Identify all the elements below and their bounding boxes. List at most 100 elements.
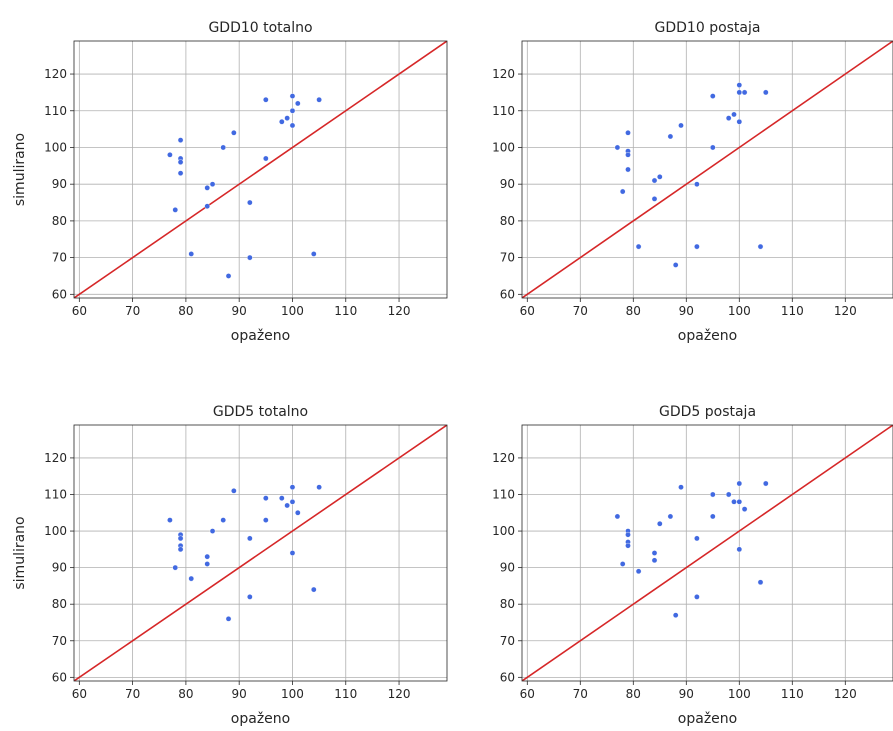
data-point: [289, 484, 296, 490]
x-tick-label: 90: [232, 304, 247, 318]
y-tick-label: 110: [44, 487, 67, 501]
x-tick-label: 100: [281, 687, 304, 701]
data-point: [635, 568, 642, 575]
data-point: [736, 480, 743, 487]
data-point: [736, 89, 743, 96]
y-tick-label: 60: [500, 670, 515, 684]
data-point: [667, 133, 674, 140]
data-point: [177, 170, 184, 176]
data-point: [763, 89, 769, 96]
y-tick-label: 100: [44, 524, 67, 538]
data-point: [757, 579, 764, 586]
data-point: [172, 564, 179, 571]
data-point: [279, 495, 285, 501]
data-point: [284, 502, 290, 509]
data-point: [225, 616, 232, 622]
data-point: [736, 546, 743, 553]
data-point: [625, 166, 631, 173]
y-tick-label: 80: [500, 214, 515, 228]
data-point: [694, 535, 700, 542]
y-tick-label: 110: [44, 104, 67, 118]
chart-title: GDD5 postaja: [659, 404, 756, 420]
data-point: [614, 144, 621, 151]
x-tick-label: 120: [834, 687, 857, 701]
y-tick-label: 70: [500, 634, 515, 648]
x-tick-label: 70: [125, 687, 140, 701]
y-axis-label: simulirano: [12, 516, 28, 589]
chart-title: GDD5 totalno: [213, 404, 308, 420]
y-tick-label: 80: [52, 597, 67, 611]
y-tick-label: 70: [52, 251, 67, 265]
x-tick-label: 90: [679, 687, 694, 701]
data-point: [731, 111, 737, 118]
data-point: [310, 251, 317, 257]
x-tick-label: 90: [232, 687, 247, 701]
reference-line: [522, 425, 893, 681]
y-tick-label: 90: [52, 177, 67, 191]
y-tick-label: 60: [52, 670, 67, 684]
data-point: [167, 152, 173, 158]
y-tick-label: 70: [500, 251, 515, 265]
subplot-3: 60 70 80 90 100 110 120 60 70 80 90 100 110 120 GDD5 t…: [12, 404, 448, 727]
x-tick-label: 100: [728, 687, 751, 701]
x-tick-label: 70: [573, 687, 588, 701]
subplot-4: 60 70 80 90 100 110 120 60 70 80 90 100 110 120 GDD5 p…: [492, 404, 893, 727]
y-tick-label: 120: [44, 451, 67, 465]
chart-title: GDD10 postaja: [655, 20, 761, 36]
reference-line: [74, 425, 447, 681]
x-axis-label: opaženo: [231, 711, 290, 727]
data-point: [619, 188, 626, 195]
data-point: [220, 144, 226, 151]
data-point: [757, 243, 764, 250]
y-tick-label: 90: [500, 177, 515, 191]
data-point: [209, 181, 216, 187]
data-point: [672, 612, 679, 618]
data-point: [225, 273, 232, 279]
data-point: [694, 594, 700, 600]
y-tick-label: 110: [492, 487, 515, 501]
x-tick-label: 80: [178, 304, 193, 318]
data-point: [625, 542, 631, 549]
data-point: [678, 122, 684, 129]
data-point: [310, 586, 317, 593]
data-point: [204, 185, 211, 191]
data-point: [625, 531, 631, 538]
data-point: [725, 491, 732, 498]
data-point: [247, 199, 253, 206]
data-point: [625, 129, 631, 136]
x-tick-label: 70: [573, 304, 588, 318]
data-point: [725, 115, 732, 121]
data-point: [263, 96, 269, 103]
data-point: [204, 561, 211, 567]
data-point: [289, 122, 296, 129]
data-point: [188, 575, 195, 582]
data-point: [289, 550, 296, 556]
x-tick-label: 120: [834, 304, 857, 318]
x-tick-label: 70: [125, 304, 140, 318]
x-tick-label: 120: [388, 687, 411, 701]
data-point: [625, 152, 631, 158]
data-point: [167, 517, 173, 523]
data-point: [678, 484, 684, 490]
data-point: [231, 129, 237, 136]
data-point: [263, 495, 269, 501]
data-point: [247, 254, 253, 261]
x-tick-label: 110: [781, 304, 804, 318]
y-tick-label: 100: [44, 140, 67, 154]
data-point: [263, 155, 269, 162]
subplot-2: 60 70 80 90 100 110 120 60 70 80 90 100 110 120 GDD10 …: [492, 20, 893, 344]
data-point: [231, 488, 237, 494]
data-point: [741, 506, 748, 512]
data-point: [188, 251, 195, 257]
subplot-1: 60 70 80 90 100 110 120 60 70 80 90 100 110 120 GDD10 …: [12, 20, 448, 344]
y-tick-label: 120: [492, 451, 515, 465]
chart-title: GDD10 totalno: [208, 20, 312, 36]
data-point: [741, 89, 748, 96]
x-tick-label: 110: [334, 304, 357, 318]
x-axis-label: opaženo: [231, 328, 290, 344]
data-point: [263, 517, 269, 523]
data-point: [736, 118, 743, 125]
data-point: [247, 594, 253, 600]
x-tick-label: 110: [781, 687, 804, 701]
